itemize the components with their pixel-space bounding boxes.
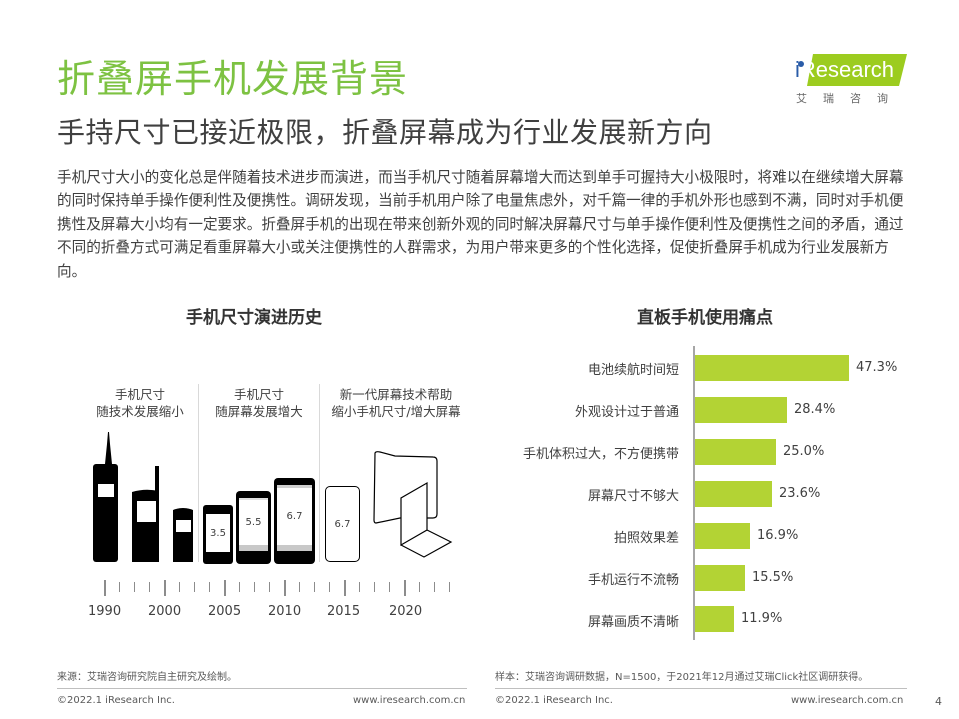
smartphone-5.5-icon: 5.5 [236,491,271,564]
year-label-2010: 2010 [268,604,302,619]
compact-phone-2000-icon [173,508,193,562]
phase-3-line2: 缩小手机尺寸/增大屏幕 [331,404,461,419]
logo-i: i [795,57,800,82]
bar-value: 47.3% [856,360,898,375]
phase-2-line1: 手机尺寸 [233,387,284,402]
logo-research: Research [799,57,895,82]
footer-divider-right [495,688,907,689]
foldable-phone-icon [373,451,453,558]
candybar-phone-1995-icon [132,466,159,562]
bar [695,355,849,381]
bar-label: 手机体积过大，不方便携带 [522,447,679,462]
page-number: 4 [935,695,942,708]
bar [695,565,745,591]
minor-tick [434,582,435,592]
phase-3-line1: 新一代屏幕技术帮助 [339,387,453,402]
phase-label-3: 新一代屏幕技术帮助 缩小手机尺寸/增大屏幕 [320,386,472,420]
bar-value: 16.9% [757,528,799,543]
bar [695,397,787,423]
minor-tick [329,582,330,592]
year-label-2000: 2000 [148,604,182,619]
logo-background-shape [807,54,907,86]
major-tick [404,580,406,596]
bar [695,523,750,549]
logo-subtitle: 艾瑞咨询 [796,92,904,105]
bezelless-phone-icon: 6.7 [325,486,360,562]
minor-tick [374,582,375,592]
screen-size-label: 6.7 [277,485,312,551]
footer-divider-left [57,688,467,689]
screen-size-label: 5.5 [239,498,268,551]
minor-tick [119,582,120,592]
bar-label: 拍照效果差 [613,531,679,546]
bar-label: 屏幕尺寸不够大 [587,489,679,504]
intro-paragraph: 手机尺寸大小的变化总是伴随着技术进步而演进，而当手机尺寸随着屏幕增大而达到单手可… [57,169,904,280]
minor-tick [134,582,135,592]
smartphone-3.5-icon: 3.5 [203,505,233,564]
bar-value: 28.4% [794,402,836,417]
year-label-2015: 2015 [327,604,361,619]
minor-tick [149,582,150,592]
bar [695,439,776,465]
logo-dot-icon [798,61,804,67]
website-link-right[interactable]: www.iresearch.com.cn [791,695,904,706]
source-note: 来源：艾瑞咨询研究院自主研究及绘制。 [57,672,237,683]
copyright-left: ©2022.1 iResearch Inc. [57,695,175,706]
minor-tick [389,582,390,592]
chart-axis [693,346,695,640]
website-link-left[interactable]: www.iresearch.com.cn [353,695,466,706]
iresearch-logo: iResearch 艾瑞咨询 [793,50,913,106]
pain-points-title: 直板手机使用痛点 [637,308,773,328]
year-label-1990: 1990 [88,604,122,619]
bar [695,606,734,632]
timeline-title: 手机尺寸演进历史 [186,308,322,328]
copyright-right: ©2022.1 iResearch Inc. [495,695,613,706]
bar-label: 手机运行不流畅 [587,573,679,588]
phase-label-2: 手机尺寸 随屏幕发展增大 [203,386,315,420]
minor-tick [359,582,360,592]
minor-tick [179,582,180,592]
year-label-2020: 2020 [389,604,423,619]
bar-label: 电池续航时间短 [587,363,679,378]
major-tick [284,580,286,596]
phase-label-1: 手机尺寸 随技术发展缩小 [88,386,192,420]
page-subtitle: 手持尺寸已接近极限，折叠屏幕成为行业发展新方向 [57,116,713,149]
minor-tick [449,582,450,592]
minor-tick [239,582,240,592]
phase-1-line2: 随技术发展缩小 [96,404,184,419]
minor-tick [299,582,300,592]
minor-tick [194,582,195,592]
bar [695,481,772,507]
year-label-2005: 2005 [208,604,242,619]
major-tick [104,580,106,596]
phase-divider-2 [319,384,320,562]
bar-value: 25.0% [783,444,825,459]
major-tick [224,580,226,596]
sample-note: 样本：艾瑞咨询调研数据，N=1500，于2021年12月通过艾瑞Click社区调… [495,672,869,683]
minor-tick [269,582,270,592]
minor-tick [419,582,420,592]
page-title: 折叠屏手机发展背景 [57,57,409,101]
minor-tick [254,582,255,592]
phase-2-line2: 随屏幕发展增大 [215,404,303,419]
minor-tick [314,582,315,592]
major-tick [164,580,166,596]
phase-1-line1: 手机尺寸 [114,387,165,402]
phase-divider-1 [198,384,199,562]
bar-label: 屏幕画质不清晰 [587,615,679,630]
smartphone-6.7-icon: 6.7 [274,478,315,564]
brick-phone-1990-icon [93,432,118,562]
major-tick [344,580,346,596]
bar-label: 外观设计过于普通 [574,405,679,420]
bar-value: 11.9% [741,611,783,626]
bar-value: 23.6% [779,486,821,501]
bar-value: 15.5% [752,570,794,585]
logo-wordmark: iResearch [795,57,894,83]
screen-size-label: 3.5 [206,514,230,552]
minor-tick [209,582,210,592]
